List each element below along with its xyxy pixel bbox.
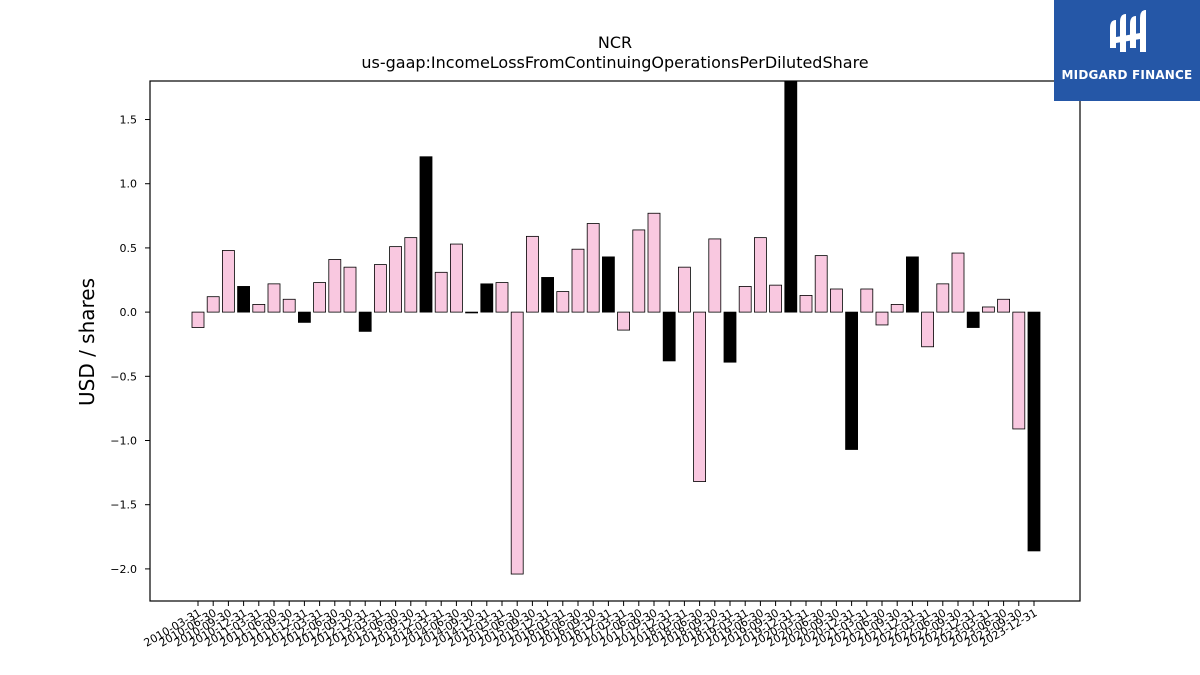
bar-2011-12-31 bbox=[297, 311, 311, 323]
x-axis: 2010-03-312010-06-302010-09-302010-12-31… bbox=[142, 601, 1040, 650]
chart-subtitle: us-gaap:IncomeLossFromContinuingOperatio… bbox=[361, 53, 868, 72]
bar-2011-09-30 bbox=[282, 298, 296, 313]
bar-2020-12-31 bbox=[845, 311, 858, 450]
bar-2023-12-31 bbox=[1027, 311, 1041, 552]
bar-2012-03-31 bbox=[313, 282, 327, 313]
bar-2017-03-31 bbox=[617, 311, 630, 331]
y-tick-label: 1.5 bbox=[120, 114, 138, 127]
bar-2020-03-31 bbox=[799, 295, 813, 313]
bar-2010-12-31 bbox=[237, 286, 251, 313]
bar-2015-06-30 bbox=[510, 311, 524, 575]
chart-title: NCR bbox=[598, 33, 632, 52]
bar-2017-06-30 bbox=[632, 229, 646, 313]
bar-2013-09-30 bbox=[404, 237, 418, 313]
bar-2013-03-31 bbox=[373, 264, 387, 313]
bar-2014-03-31 bbox=[434, 271, 448, 313]
bar-2021-03-31 bbox=[860, 288, 874, 313]
bar-2019-09-30 bbox=[769, 284, 782, 313]
logo-mark-icon bbox=[1110, 10, 1146, 52]
bar-2019-12-31 bbox=[784, 80, 798, 313]
y-axis: −2.0 −1.5 −1.0 −0.5 0.0 0.5 1.0 1.5 bbox=[110, 114, 150, 576]
bar-2012-12-31 bbox=[358, 311, 372, 332]
bar-2018-09-30 bbox=[708, 238, 722, 313]
bar-2020-06-30 bbox=[814, 255, 828, 313]
y-tick-label: 0.5 bbox=[120, 242, 138, 255]
bar-2018-12-31 bbox=[723, 311, 737, 363]
bar-2018-03-31 bbox=[678, 266, 691, 313]
bar-2018-06-30 bbox=[693, 311, 706, 482]
bar-2013-12-31 bbox=[419, 156, 433, 313]
bar-2011-06-30 bbox=[267, 283, 281, 313]
bar-2022-03-31 bbox=[921, 311, 934, 348]
bar-2011-03-31 bbox=[252, 304, 266, 313]
bar-2015-09-30 bbox=[526, 235, 539, 313]
bar-2017-12-31 bbox=[662, 311, 676, 362]
bar-2023-03-31 bbox=[982, 306, 995, 313]
bar-2014-06-30 bbox=[449, 243, 463, 313]
bar-2010-06-30 bbox=[206, 296, 220, 313]
bar-2012-06-30 bbox=[328, 259, 342, 313]
bar-2021-12-31 bbox=[906, 256, 919, 313]
bar-2012-09-30 bbox=[343, 266, 357, 313]
bar-2015-12-31 bbox=[541, 277, 554, 313]
plot-frame bbox=[149, 80, 1081, 602]
y-tick-label: 1.0 bbox=[120, 178, 138, 191]
bar-2022-09-30 bbox=[951, 252, 965, 313]
bar-2016-06-30 bbox=[571, 248, 585, 313]
bar-2014-12-31 bbox=[480, 283, 494, 313]
logo-text: MIDGARD FINANCE bbox=[1061, 68, 1193, 82]
bar-2023-09-30 bbox=[1012, 311, 1026, 430]
bar-2023-06-30 bbox=[997, 298, 1010, 313]
y-tick-label: −2.0 bbox=[110, 563, 137, 576]
y-tick-label: 0.0 bbox=[120, 306, 138, 319]
bar-2010-03-31 bbox=[191, 311, 205, 328]
bar-2013-06-30 bbox=[389, 246, 403, 313]
bar-2020-09-30 bbox=[830, 288, 843, 313]
bar-2021-09-30 bbox=[890, 304, 904, 313]
bar-2016-12-31 bbox=[602, 256, 615, 313]
bar-2022-06-30 bbox=[936, 283, 950, 313]
y-tick-label: −1.0 bbox=[110, 435, 137, 448]
y-tick-label: −0.5 bbox=[110, 370, 137, 383]
bars-group bbox=[191, 80, 1041, 575]
y-axis-label: USD / shares bbox=[75, 278, 99, 406]
bar-2019-06-30 bbox=[754, 237, 767, 313]
bar-2017-09-30 bbox=[647, 212, 661, 313]
bar-2019-03-31 bbox=[738, 286, 752, 313]
bar-2014-09-30 bbox=[465, 311, 479, 314]
bar-2010-09-30 bbox=[221, 250, 235, 313]
bar-2016-03-31 bbox=[556, 291, 570, 313]
bar-2022-12-31 bbox=[966, 311, 980, 328]
midgard-finance-logo: MIDGARD FINANCE bbox=[1054, 0, 1200, 101]
y-tick-label: −1.5 bbox=[110, 499, 137, 512]
bar-2021-06-30 bbox=[875, 311, 889, 326]
bar-2016-09-30 bbox=[586, 223, 600, 313]
bar-2015-03-31 bbox=[495, 282, 509, 313]
